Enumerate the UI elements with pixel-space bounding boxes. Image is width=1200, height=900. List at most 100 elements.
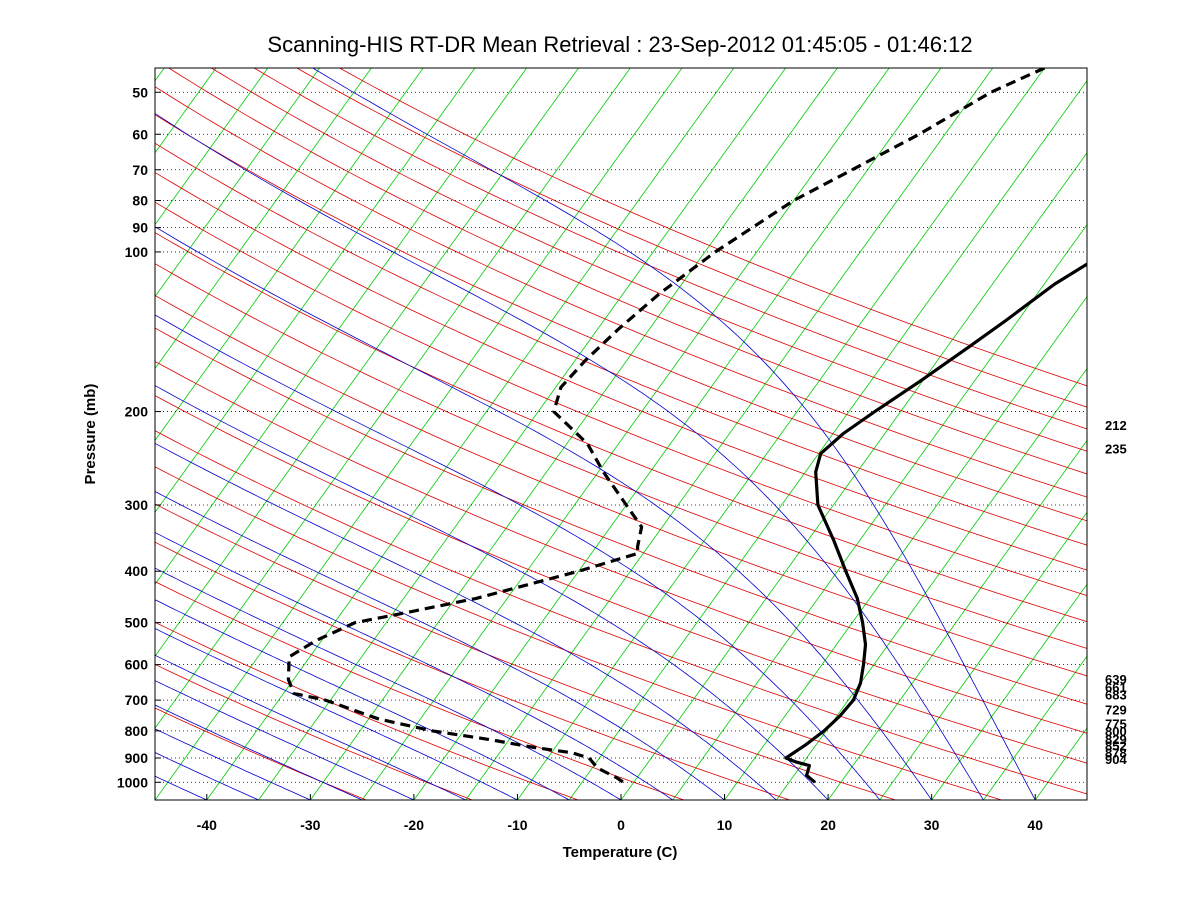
dry-adiabat-line (155, 466, 1002, 800)
right-level-label: 235 (1105, 442, 1127, 457)
y-tick-label: 70 (132, 162, 148, 178)
moist-adiabat-line (155, 752, 259, 800)
moist-adiabat-line (155, 532, 674, 800)
dry-adiabat-line (155, 503, 896, 800)
moist-adiabat-line (155, 654, 466, 800)
dry-adiabat-line (155, 430, 1087, 795)
isotherm-line (155, 68, 683, 800)
isotherm-line (155, 68, 476, 514)
dry-adiabat-line (155, 232, 1087, 623)
x-tick-label: 0 (617, 817, 625, 833)
x-tick-label: 10 (717, 817, 733, 833)
moist-adiabat-line (155, 680, 415, 800)
temperature-line (784, 262, 1087, 784)
isotherm-line (983, 655, 1087, 800)
dry-adiabat-line (155, 201, 1087, 596)
y-tick-label: 50 (132, 84, 148, 100)
isotherm-line (155, 68, 528, 585)
isotherm-line (517, 68, 1045, 800)
dry-adiabat-line (339, 68, 1087, 387)
chart-title: Scanning-HIS RT-DR Mean Retrieval : 23-S… (267, 32, 972, 57)
isotherm-line (879, 511, 1087, 800)
dry-adiabat-line (253, 68, 1087, 430)
y-tick-label: 800 (125, 723, 149, 739)
y-tick-label: 100 (125, 244, 149, 260)
isotherm-line (0, 68, 61, 800)
right-level-label: 800 (1105, 724, 1127, 739)
isotherm-line (0, 68, 9, 800)
isotherm-line (361, 68, 890, 800)
isotherm-line (310, 68, 838, 800)
right-level-label: 639 (1105, 672, 1127, 687)
isotherm-line (776, 367, 1087, 800)
isotherm-line (1086, 799, 1087, 800)
sounding-series (286, 68, 1087, 786)
isotherm-line (155, 68, 217, 154)
moist-adiabat-line (155, 491, 725, 800)
isotherm-line (413, 68, 942, 800)
dry-adiabat-line (155, 86, 1087, 498)
right-level-label: 729 (1105, 702, 1127, 717)
dry-adiabat-line (155, 360, 1087, 734)
right-level-label: 212 (1105, 418, 1127, 433)
right-level-label: 775 (1105, 717, 1127, 732)
dry-adiabat-line (155, 327, 1087, 705)
right-level-label: 829 (1105, 732, 1127, 747)
right-level-label: 852 (1105, 738, 1127, 753)
isotherm-line (155, 68, 320, 298)
y-tick-label: 600 (125, 657, 149, 673)
y-tick-label: 300 (125, 497, 149, 513)
isotherm-line (672, 224, 1087, 800)
right-level-label: 683 (1105, 687, 1127, 702)
pressure-grid (155, 91, 1087, 783)
dewpoint-line (286, 68, 1046, 786)
moist-adiabat-line (312, 68, 1036, 800)
isotherm-line (827, 439, 1087, 800)
dry-adiabat-line (155, 395, 1087, 764)
y-tick-label: 400 (125, 563, 149, 579)
x-tick-label: 40 (1027, 817, 1043, 833)
moist-adiabat-line (155, 442, 777, 800)
y-tick-label: 500 (125, 615, 149, 631)
isotherm-line (155, 68, 424, 442)
y-tick-label: 80 (132, 193, 148, 209)
dry-adiabat-line (155, 114, 1087, 522)
isotherm-line (931, 583, 1087, 800)
moist-adiabat-line (155, 704, 363, 800)
x-axis: -40 -30 -20 -10 0 10 20 30 40 (197, 794, 1043, 833)
isotherm-line (258, 68, 786, 800)
dry-adiabat-line (155, 263, 1087, 649)
dry-adiabat-line (155, 171, 1087, 571)
isotherm-line (465, 68, 994, 800)
moist-adiabat-line (155, 314, 881, 800)
moist-adiabat-line (155, 567, 622, 800)
isotherm-line (1191, 68, 1200, 800)
moist-adiabat-line (155, 628, 518, 800)
x-tick-label: -10 (507, 817, 527, 833)
right-level-label: 878 (1105, 745, 1127, 760)
isotherm-line (724, 295, 1087, 800)
y-tick-label: 200 (125, 404, 149, 420)
dry-adiabat-line (168, 68, 1087, 475)
moist-adiabat-line (155, 385, 829, 800)
isotherm-line (155, 68, 269, 226)
x-tick-label: -40 (197, 817, 217, 833)
x-tick-label: -30 (300, 817, 320, 833)
y-tick-label: 900 (125, 750, 149, 766)
y-axis-label: Pressure (mb) (82, 384, 99, 485)
x-axis-label: Temperature (C) (563, 844, 678, 861)
isotherm-line (206, 68, 735, 800)
isotherm-line (155, 68, 579, 657)
right-level-label: 904 (1105, 752, 1127, 767)
dry-adiabat-line (155, 581, 685, 800)
y-tick-label: 700 (125, 692, 149, 708)
y-tick-label: 60 (132, 126, 148, 142)
isotherm-line (155, 68, 631, 729)
dry-adiabat-line (296, 68, 1087, 408)
x-tick-label: 30 (924, 817, 940, 833)
moist-adiabat-line (155, 599, 570, 800)
y-tick-label: 90 (132, 220, 148, 236)
dry-adiabat-line (155, 621, 579, 800)
